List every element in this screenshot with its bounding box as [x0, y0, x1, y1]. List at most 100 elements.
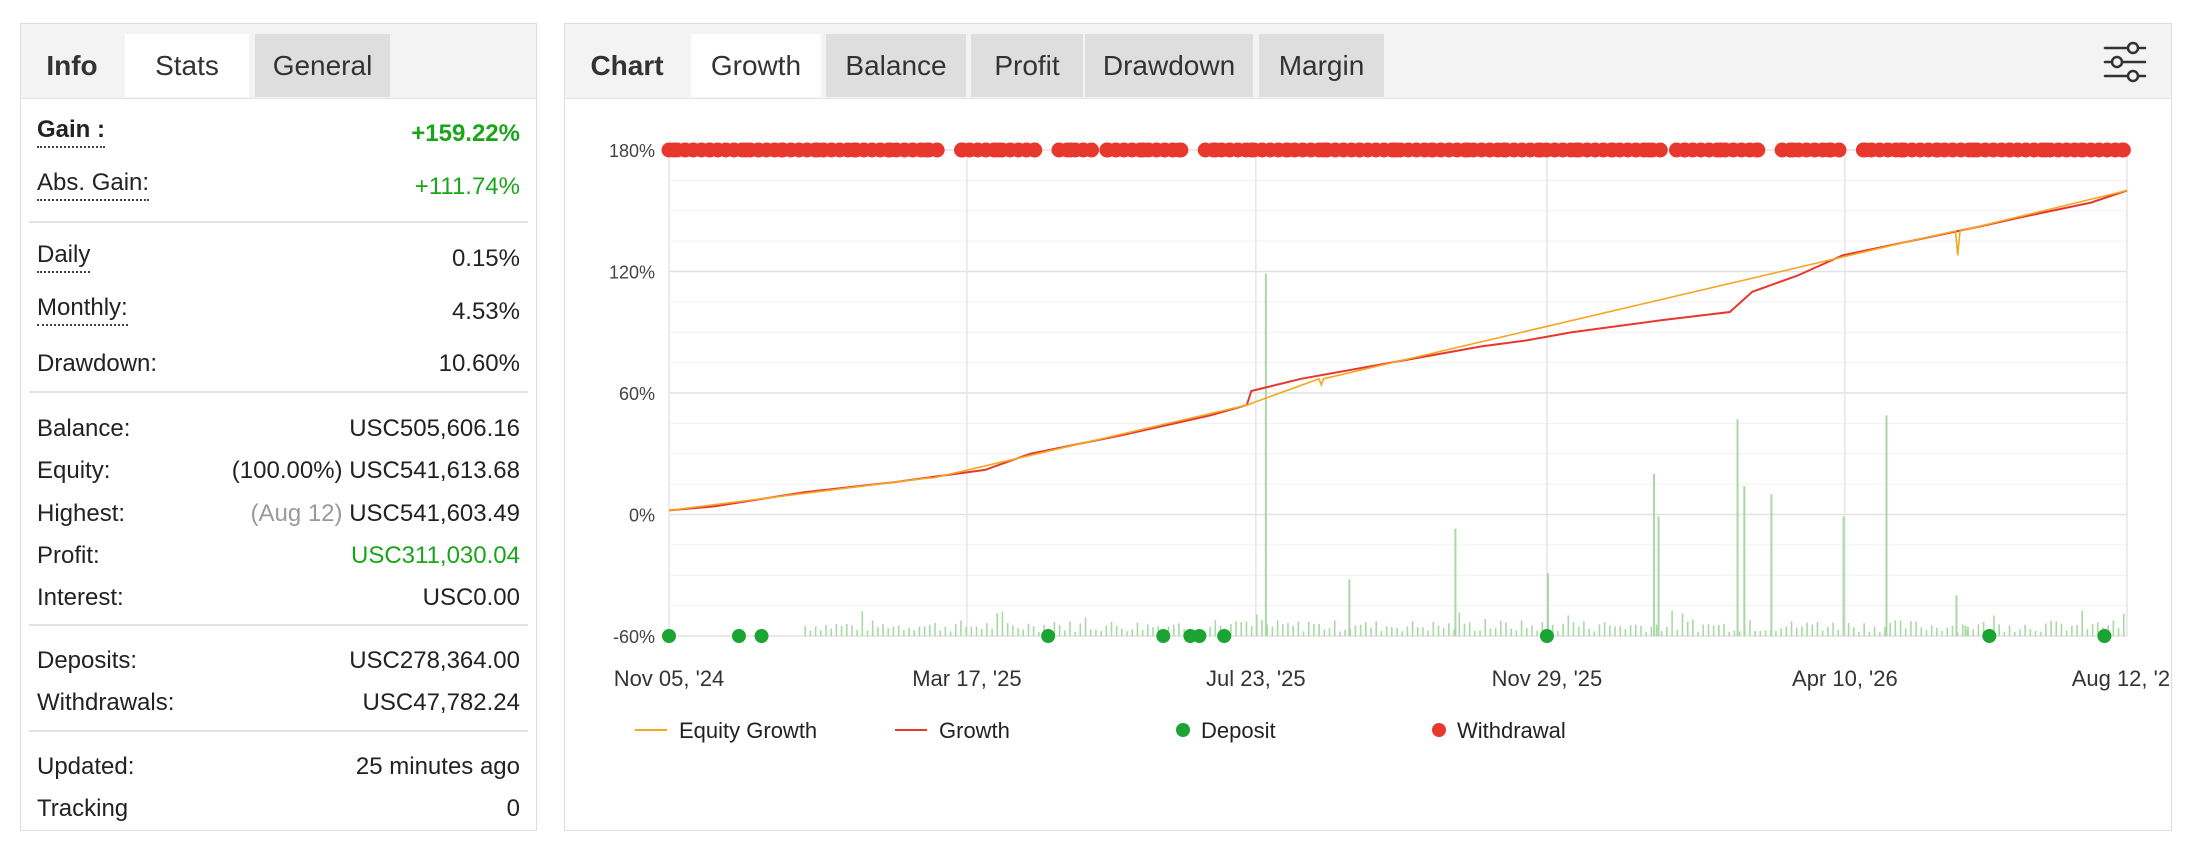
volume-bar	[1868, 631, 1871, 636]
volume-bar	[1136, 622, 1139, 636]
volume-bar	[1463, 623, 1466, 636]
gain-label[interactable]: Gain :	[37, 114, 106, 148]
highest-value: USC541,603.49	[349, 500, 520, 527]
volume-bar	[1235, 621, 1237, 636]
volume-bar	[2039, 631, 2042, 636]
monthly-row: Monthly: 4.53%	[37, 292, 520, 332]
withdrawal-point	[1084, 142, 1100, 158]
volume-bar	[1110, 621, 1113, 636]
volume-bar	[2065, 630, 2068, 636]
volume-bar	[1821, 630, 1824, 636]
volume-bar	[1339, 631, 1341, 636]
volume-bar	[1510, 628, 1512, 636]
balance-row: Balance: USC505,606.16	[37, 409, 520, 449]
volume-bar	[1915, 621, 1917, 636]
x-tick-label: Mar 17, '25	[912, 666, 1021, 691]
monthly-label[interactable]: Monthly:	[37, 292, 128, 326]
deposits-label: Deposits:	[37, 647, 138, 674]
volume-bar	[1619, 626, 1622, 636]
abs-gain-label[interactable]: Abs. Gain:	[37, 167, 150, 201]
tab-balance[interactable]: Balance	[826, 34, 966, 97]
volume-bar	[1406, 626, 1409, 636]
volume-bar	[1723, 623, 1725, 636]
volume-bar	[856, 629, 858, 636]
volume-bar	[2096, 622, 2099, 636]
volume-bar	[1946, 627, 1949, 636]
volume-bar	[1951, 625, 1954, 636]
volume-bar	[1847, 622, 1850, 636]
volume-bar	[1411, 621, 1414, 636]
volume-bar	[2055, 621, 2058, 636]
deposits-value: USC278,364.00	[349, 647, 520, 674]
volume-bar	[1894, 620, 1897, 636]
volume-bar	[1448, 623, 1450, 636]
tab-margin[interactable]: Margin	[1259, 34, 1384, 97]
volume-bar	[1655, 624, 1658, 636]
volume-bar	[1401, 631, 1403, 636]
volume-bar	[1505, 622, 1507, 636]
volume-bar	[1697, 631, 1699, 636]
volume-bar	[975, 626, 978, 636]
tab-info[interactable]: Info	[46, 50, 98, 81]
tab-growth[interactable]: Growth	[691, 34, 821, 97]
tab-chart[interactable]: Chart	[590, 50, 664, 81]
divider	[29, 391, 528, 393]
daily-label[interactable]: Daily	[37, 239, 91, 273]
axis-ticks: -60% 0% 60% 120% 180% Nov 05, '24 Mar 17, '25 J…	[609, 141, 2171, 691]
volume-bar	[1827, 626, 1829, 636]
volume-bar	[1063, 630, 1066, 636]
volume-bar	[882, 623, 884, 636]
volume-bar	[1588, 629, 1590, 636]
volume-bar	[1853, 627, 1855, 636]
volume-bar	[1121, 628, 1123, 636]
divider	[29, 624, 528, 626]
volume-bar	[1736, 419, 1739, 636]
y-tick-label: -60%	[613, 627, 655, 647]
withdrawals-row: Withdrawals: USC47,782.24	[37, 683, 520, 723]
abs-gain-value: +111.74%	[414, 173, 520, 200]
volume-bar	[1001, 611, 1004, 636]
volume-bar	[1567, 615, 1570, 636]
volume-bar	[1884, 626, 1886, 636]
volume-bar	[830, 628, 832, 636]
volume-bar	[1993, 615, 1995, 636]
volume-bar	[1089, 629, 1092, 636]
volume-bar	[1858, 631, 1860, 636]
tab-profit[interactable]: Profit	[971, 34, 1083, 97]
stats-tabbar: Info Stats General	[21, 24, 536, 99]
sliders-icon[interactable]	[2103, 40, 2147, 84]
volume-bar	[1863, 623, 1865, 636]
volume-bar	[1276, 620, 1279, 636]
volume-bar	[2117, 628, 2120, 636]
volume-bar	[1302, 631, 1305, 636]
volume-bar	[1629, 625, 1632, 636]
interest-row: Interest: USC0.00	[37, 578, 520, 618]
x-tick-label: Aug 12, '26	[2072, 666, 2171, 691]
drawdown-value: 10.60%	[438, 350, 520, 377]
volume-bar	[2034, 630, 2037, 636]
volume-bar	[1686, 621, 1689, 636]
volume-bar	[1307, 621, 1310, 636]
volume-bar	[1365, 622, 1367, 636]
volume-bar	[1583, 621, 1585, 636]
volume-bar	[1318, 623, 1320, 636]
volume-bar	[996, 613, 999, 636]
volume-bar	[1531, 625, 1533, 636]
volume-bar	[1681, 613, 1684, 636]
y-tick-label: 180%	[609, 141, 655, 161]
tab-stats[interactable]: Stats	[125, 34, 249, 97]
tracking-row: Tracking 0	[37, 789, 520, 829]
legend: Equity Growth Growth Deposit Withdrawal	[635, 718, 1566, 743]
volume-bar	[1100, 631, 1102, 636]
volume-bar	[1541, 622, 1544, 636]
updated-value: 25 minutes ago	[355, 753, 520, 780]
volume-bar	[1458, 612, 1461, 636]
tab-drawdown[interactable]: Drawdown	[1085, 34, 1253, 97]
highest-value-group: (Aug 12) USC541,603.49	[250, 494, 520, 534]
volume-bar	[1354, 625, 1357, 636]
volume-bar	[1105, 625, 1108, 636]
tab-general[interactable]: General	[255, 34, 390, 97]
volume-bar	[1313, 624, 1315, 636]
volume-bar	[1936, 627, 1938, 636]
volume-bar	[2122, 613, 2125, 636]
